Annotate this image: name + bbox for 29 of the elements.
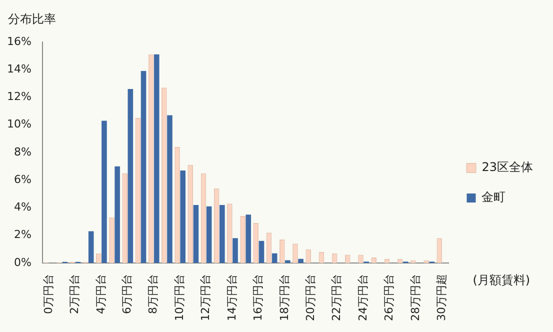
y-tick-label: 6% — [14, 172, 32, 186]
y-tick-label: 10% — [6, 118, 32, 131]
x-axis-title: (月額賃料) — [472, 273, 530, 288]
y-tick-label: 12% — [6, 90, 32, 104]
x-tick-label: 28万円台 — [408, 274, 422, 322]
y-axis-title: 分布比率 — [8, 12, 56, 26]
y-tick-label: 2% — [14, 228, 32, 242]
x-tick-label: 4万円台 — [94, 274, 108, 314]
legend-label: 23区全体 — [482, 160, 534, 174]
y-tick-label: 16% — [6, 34, 32, 48]
y-tick-label: 4% — [14, 200, 32, 214]
x-tick-label: 24万円台 — [356, 274, 370, 322]
x-tick-label: 16万円台 — [252, 274, 265, 322]
x-tick-label: 22万円台 — [330, 274, 344, 322]
x-tick-label: 10万円台 — [172, 274, 186, 322]
y-tick-label: 14% — [6, 62, 32, 76]
x-tick-label: 6万円台 — [120, 274, 134, 314]
x-tick-label: 30万円超 — [435, 274, 448, 322]
x-tick-label: 2万円台 — [68, 274, 82, 314]
legend-label: 金町 — [482, 190, 506, 204]
x-tick-label: 8万円台 — [146, 274, 160, 314]
x-tick-label: 14万円台 — [225, 274, 238, 322]
y-tick-label: 0% — [14, 256, 32, 269]
x-tick-label: 12万円台 — [199, 274, 212, 322]
x-tick-label: 18万円台 — [278, 274, 291, 322]
y-tick-label: 8% — [14, 145, 32, 158]
x-tick-label: 20万円台 — [304, 274, 317, 322]
x-tick-label: 0万円台 — [42, 274, 55, 314]
x-tick-label: 26万円台 — [382, 274, 396, 322]
